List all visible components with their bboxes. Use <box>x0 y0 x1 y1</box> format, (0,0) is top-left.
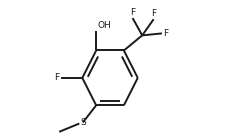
Text: F: F <box>151 9 155 18</box>
Text: F: F <box>162 29 167 38</box>
Text: F: F <box>129 8 135 17</box>
Text: F: F <box>54 73 59 82</box>
Text: OH: OH <box>97 21 110 30</box>
Text: S: S <box>80 118 85 127</box>
